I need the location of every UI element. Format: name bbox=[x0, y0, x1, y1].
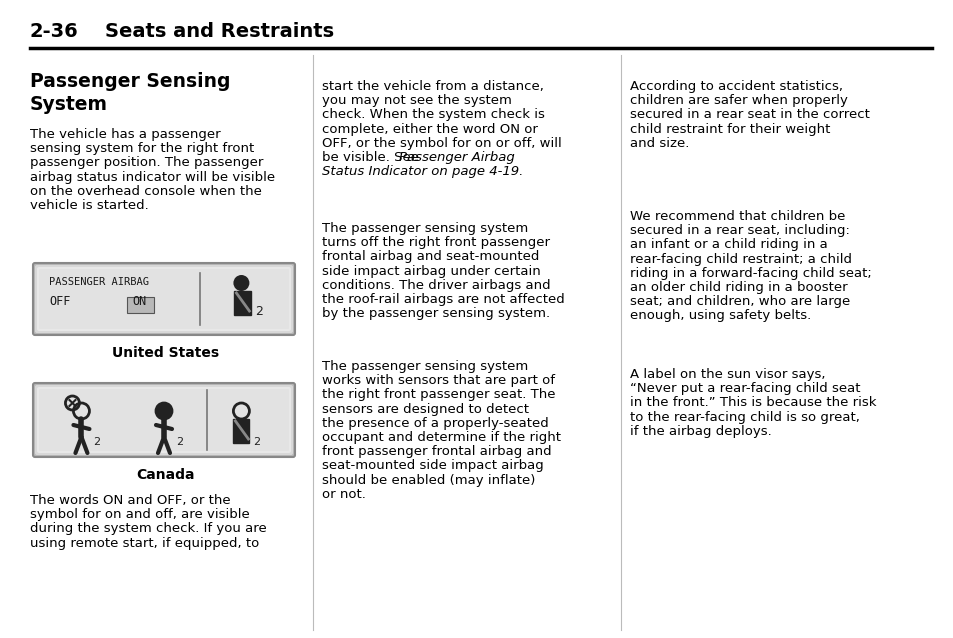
Text: 2: 2 bbox=[175, 437, 183, 447]
FancyBboxPatch shape bbox=[33, 383, 294, 457]
Text: the presence of a properly-seated: the presence of a properly-seated bbox=[322, 417, 548, 430]
Text: Status Indicator on page 4-19.: Status Indicator on page 4-19. bbox=[322, 165, 523, 178]
Text: should be enabled (may inflate): should be enabled (may inflate) bbox=[322, 473, 535, 487]
Text: Passenger Sensing
System: Passenger Sensing System bbox=[30, 72, 231, 114]
Text: child restraint for their weight: child restraint for their weight bbox=[629, 122, 829, 136]
Text: using remote start, if equipped, to: using remote start, if equipped, to bbox=[30, 537, 259, 549]
Text: 2-36: 2-36 bbox=[30, 22, 79, 41]
Text: The vehicle has a passenger: The vehicle has a passenger bbox=[30, 128, 220, 141]
Text: riding in a forward-facing child seat;: riding in a forward-facing child seat; bbox=[629, 267, 871, 280]
Text: during the system check. If you are: during the system check. If you are bbox=[30, 523, 267, 535]
Text: vehicle is started.: vehicle is started. bbox=[30, 199, 149, 212]
Circle shape bbox=[156, 403, 172, 419]
Text: and size.: and size. bbox=[629, 137, 689, 150]
Text: According to accident statistics,: According to accident statistics, bbox=[629, 80, 842, 93]
Text: “Never put a rear-facing child seat: “Never put a rear-facing child seat bbox=[629, 382, 860, 395]
Text: an infant or a child riding in a: an infant or a child riding in a bbox=[629, 239, 827, 251]
Text: the right front passenger seat. The: the right front passenger seat. The bbox=[322, 389, 555, 401]
Text: secured in a rear seat in the correct: secured in a rear seat in the correct bbox=[629, 108, 869, 121]
FancyBboxPatch shape bbox=[39, 389, 289, 451]
Text: airbag status indicator will be visible: airbag status indicator will be visible bbox=[30, 170, 274, 184]
Text: sensing system for the right front: sensing system for the right front bbox=[30, 142, 254, 155]
Polygon shape bbox=[233, 419, 249, 443]
Text: OFF, or the symbol for on or off, will: OFF, or the symbol for on or off, will bbox=[322, 137, 561, 150]
Text: if the airbag deploys.: if the airbag deploys. bbox=[629, 425, 771, 438]
Text: symbol for on and off, are visible: symbol for on and off, are visible bbox=[30, 508, 250, 521]
FancyBboxPatch shape bbox=[37, 267, 291, 331]
Text: A label on the sun visor says,: A label on the sun visor says, bbox=[629, 368, 824, 381]
Text: The passenger sensing system: The passenger sensing system bbox=[322, 222, 528, 235]
Bar bbox=[127, 297, 153, 313]
Text: on the overhead console when the: on the overhead console when the bbox=[30, 185, 262, 198]
Text: 2: 2 bbox=[253, 437, 260, 447]
Text: United States: United States bbox=[112, 346, 219, 360]
Text: an older child riding in a booster: an older child riding in a booster bbox=[629, 281, 846, 294]
Text: seat-mounted side impact airbag: seat-mounted side impact airbag bbox=[322, 459, 543, 472]
FancyBboxPatch shape bbox=[35, 265, 293, 333]
Text: start the vehicle from a distance,: start the vehicle from a distance, bbox=[322, 80, 543, 93]
FancyBboxPatch shape bbox=[35, 385, 293, 455]
FancyBboxPatch shape bbox=[37, 387, 291, 453]
Text: PASSENGER AIRBAG: PASSENGER AIRBAG bbox=[49, 277, 149, 287]
Text: conditions. The driver airbags and: conditions. The driver airbags and bbox=[322, 279, 550, 292]
Text: side impact airbag under certain: side impact airbag under certain bbox=[322, 265, 540, 278]
Text: sensors are designed to detect: sensors are designed to detect bbox=[322, 403, 529, 415]
Text: by the passenger sensing system.: by the passenger sensing system. bbox=[322, 308, 550, 320]
Text: Seats and Restraints: Seats and Restraints bbox=[105, 22, 334, 41]
Text: passenger position. The passenger: passenger position. The passenger bbox=[30, 156, 263, 170]
Text: enough, using safety belts.: enough, using safety belts. bbox=[629, 309, 810, 322]
Text: Canada: Canada bbox=[136, 468, 195, 482]
Text: turns off the right front passenger: turns off the right front passenger bbox=[322, 236, 550, 249]
Text: The words ON and OFF, or the: The words ON and OFF, or the bbox=[30, 494, 231, 507]
Text: We recommend that children be: We recommend that children be bbox=[629, 210, 844, 223]
Text: 2: 2 bbox=[255, 305, 263, 318]
Text: secured in a rear seat, including:: secured in a rear seat, including: bbox=[629, 224, 849, 237]
Polygon shape bbox=[234, 291, 252, 315]
Text: ON: ON bbox=[132, 295, 147, 308]
Text: the roof-rail airbags are not affected: the roof-rail airbags are not affected bbox=[322, 293, 564, 306]
Text: check. When the system check is: check. When the system check is bbox=[322, 108, 544, 121]
Text: seat; and children, who are large: seat; and children, who are large bbox=[629, 295, 849, 308]
Text: front passenger frontal airbag and: front passenger frontal airbag and bbox=[322, 445, 551, 458]
Text: The passenger sensing system: The passenger sensing system bbox=[322, 360, 528, 373]
Text: complete, either the word ON or: complete, either the word ON or bbox=[322, 122, 537, 136]
Text: 2: 2 bbox=[93, 437, 100, 447]
Text: you may not see the system: you may not see the system bbox=[322, 94, 512, 107]
Text: in the front.” This is because the risk: in the front.” This is because the risk bbox=[629, 396, 876, 410]
Circle shape bbox=[233, 275, 249, 291]
Text: be visible. See: be visible. See bbox=[322, 151, 423, 164]
FancyBboxPatch shape bbox=[39, 269, 289, 329]
Text: or not.: or not. bbox=[322, 488, 366, 501]
Text: occupant and determine if the right: occupant and determine if the right bbox=[322, 431, 560, 444]
Text: frontal airbag and seat-mounted: frontal airbag and seat-mounted bbox=[322, 250, 538, 263]
Text: works with sensors that are part of: works with sensors that are part of bbox=[322, 375, 555, 387]
FancyBboxPatch shape bbox=[33, 263, 294, 335]
Text: OFF: OFF bbox=[49, 295, 71, 308]
Text: rear-facing child restraint; a child: rear-facing child restraint; a child bbox=[629, 253, 851, 265]
Text: Passenger Airbag: Passenger Airbag bbox=[398, 151, 514, 164]
Text: children are safer when properly: children are safer when properly bbox=[629, 94, 847, 107]
Text: to the rear-facing child is so great,: to the rear-facing child is so great, bbox=[629, 411, 859, 424]
